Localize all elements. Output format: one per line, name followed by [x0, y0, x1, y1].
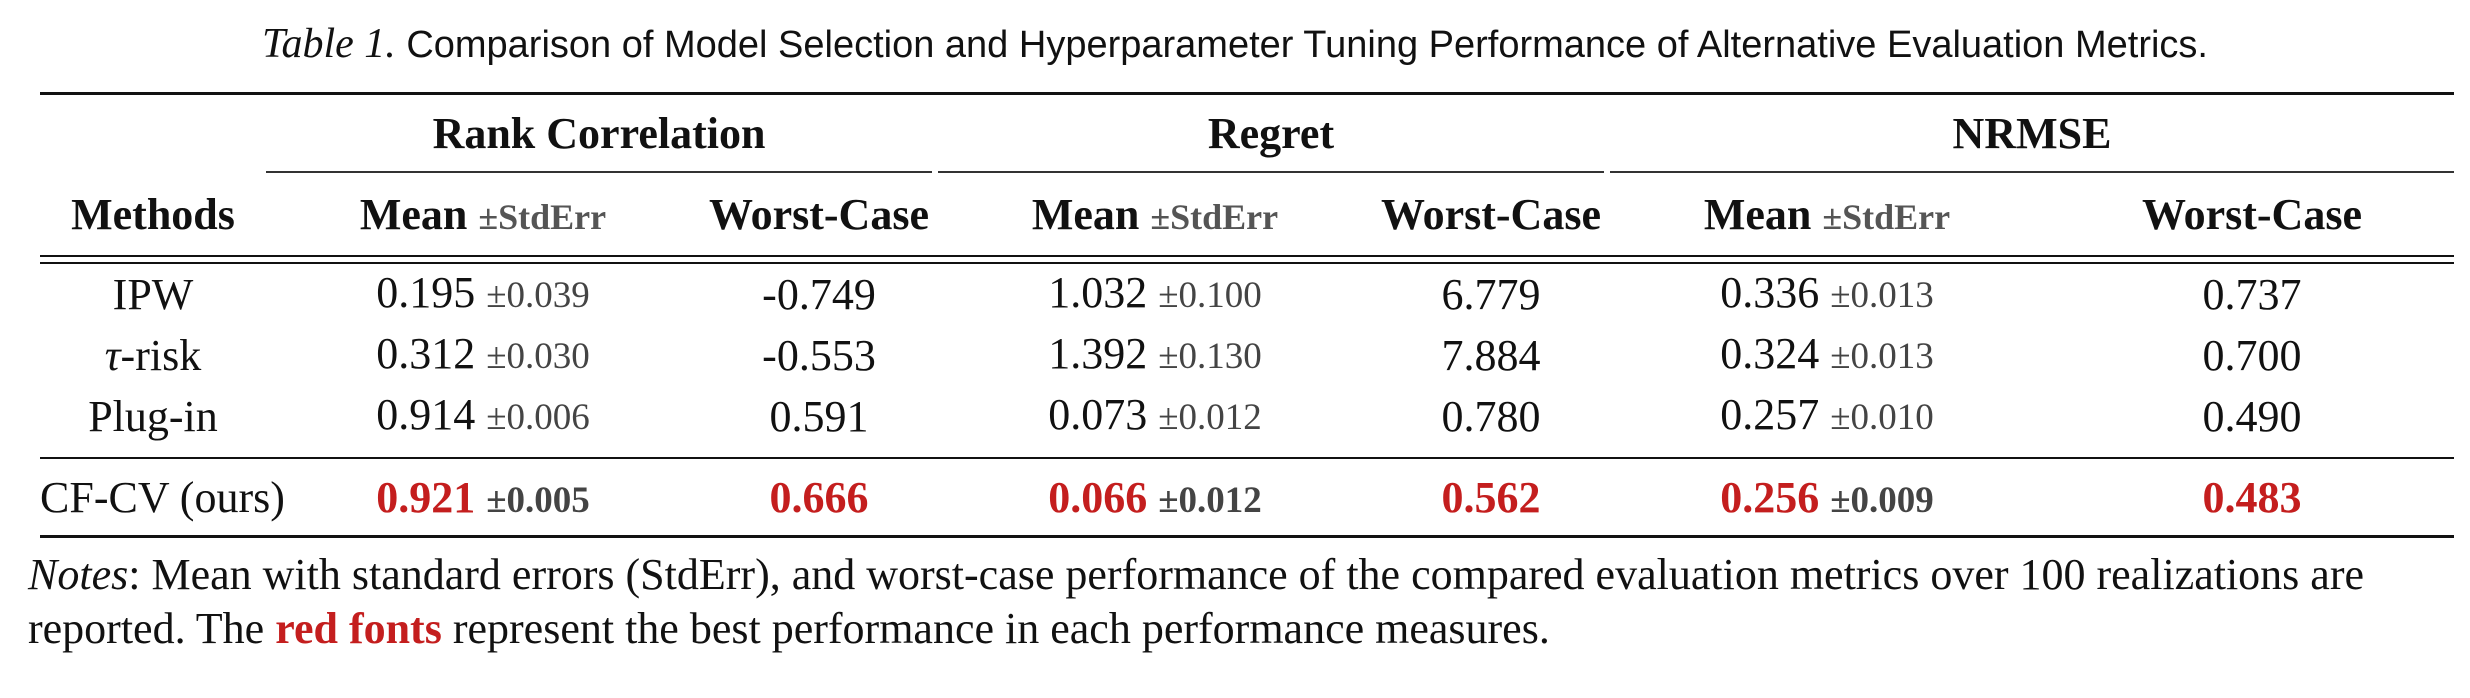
mean-cell: 0.073 ±0.012 [1048, 390, 1262, 439]
mean-cell: 0.195 ±0.039 [376, 268, 590, 317]
table-notes: Notes: Mean with standard errors (StdErr… [28, 548, 2448, 656]
mean-cell: 0.324 ±0.013 [1720, 329, 1934, 378]
method-name: CF-CV (ours) [40, 472, 285, 522]
mean-cell: 0.914 ±0.006 [376, 390, 590, 439]
worst-case-header: Worst-Case [1381, 189, 1601, 239]
worst-cell: 7.884 [1441, 330, 1541, 380]
worst-case-header: Worst-Case [2142, 189, 2362, 239]
worst-case-header: Worst-Case [709, 189, 929, 239]
group-rank-correlation: Rank Correlation [432, 108, 766, 158]
mean-cell: 0.312 ±0.030 [376, 329, 590, 378]
notes-label: Notes [28, 550, 129, 599]
worst-cell: 0.666 [769, 472, 869, 522]
caption-label: Table 1. [261, 21, 396, 67]
mean-header: Mean ±StdErr [1703, 189, 1951, 239]
worst-cell: -0.553 [762, 330, 876, 380]
method-name: IPW [112, 269, 194, 319]
group-header-row: Rank Correlation Regret NRMSE [40, 95, 2454, 172]
mean-header: Mean ±StdErr [1031, 189, 1279, 239]
table-row: τ-risk 0.312 ±0.030 -0.553 1.392 ±0.130 … [40, 325, 2454, 386]
method-name: Plug-in [88, 391, 218, 441]
worst-cell: 0.737 [2202, 269, 2302, 319]
worst-cell: 0.591 [769, 391, 869, 441]
mean-cell: 1.032 ±0.100 [1048, 268, 1262, 317]
results-table: Rank Correlation Regret NRMSE Methods Me… [40, 92, 2454, 539]
worst-cell: 0.562 [1441, 472, 1541, 522]
subheader-row: Methods Mean ±StdErr Worst-Case Mean ±St… [40, 173, 2454, 256]
worst-cell: 0.483 [2202, 472, 2302, 522]
worst-cell: -0.749 [762, 269, 876, 319]
table-row: Plug-in 0.914 ±0.006 0.591 0.073 ±0.012 … [40, 386, 2454, 447]
worst-cell: 0.490 [2202, 391, 2302, 441]
table-row: IPW 0.195 ±0.039 -0.749 1.032 ±0.100 6.7… [40, 263, 2454, 325]
worst-cell: 0.780 [1441, 391, 1541, 441]
group-regret: Regret [1207, 108, 1335, 158]
notes-red-fonts: red fonts [275, 604, 442, 653]
caption-text: Comparison of Model Selection and Hyperp… [406, 24, 2208, 66]
mean-cell: 0.336 ±0.013 [1720, 268, 1934, 317]
table-caption: Table 1. Comparison of Model Selection a… [0, 12, 2470, 77]
notes-text-end: represent the best performance in each p… [441, 604, 1550, 653]
mean-cell: 1.392 ±0.130 [1048, 329, 1262, 378]
worst-cell: 6.779 [1441, 269, 1541, 319]
methods-header: Methods [71, 189, 235, 239]
method-name: τ-risk [104, 330, 202, 380]
mean-cell: 0.066 ±0.012 [1048, 472, 1262, 522]
group-nrmse: NRMSE [1952, 108, 2112, 158]
mean-header: Mean ±StdErr [359, 189, 607, 239]
worst-cell: 0.700 [2202, 330, 2302, 380]
mean-cell: 0.256 ±0.009 [1720, 472, 1934, 522]
notes-text: : Mean with standard errors (StdErr), an… [28, 550, 2365, 653]
mean-cell: 0.921 ±0.005 [376, 472, 590, 522]
mean-cell: 0.257 ±0.010 [1720, 390, 1934, 439]
table-row-ours: CF-CV (ours) 0.921 ±0.005 0.666 0.066 ±0… [40, 459, 2454, 537]
